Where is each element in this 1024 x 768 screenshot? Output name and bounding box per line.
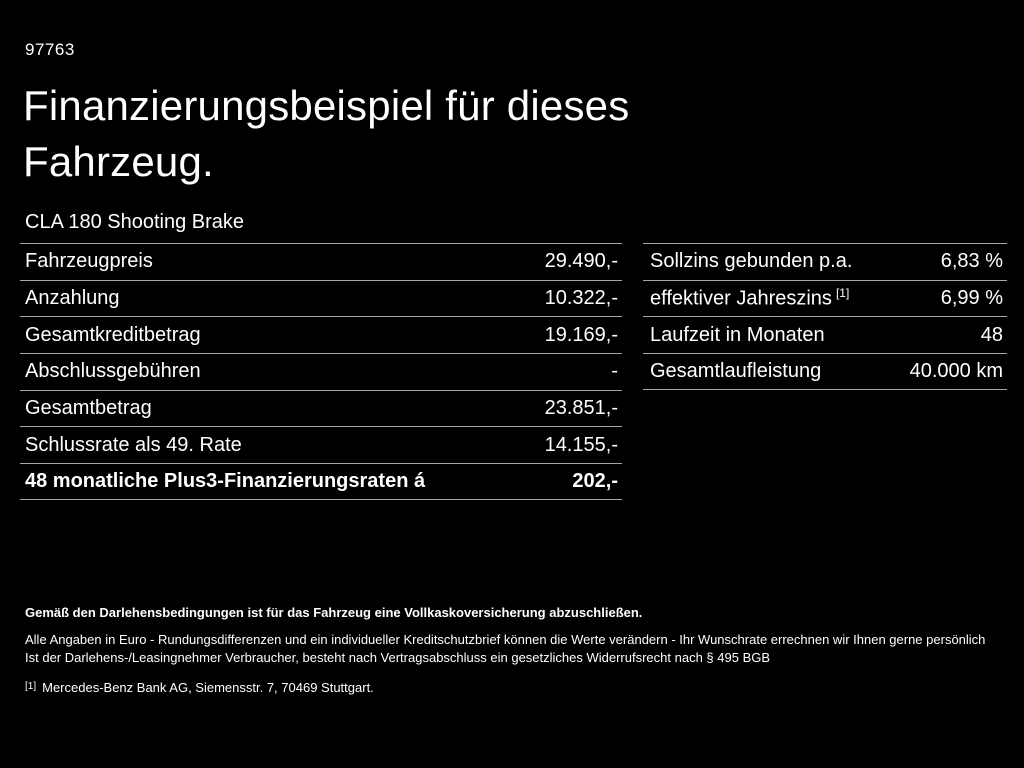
table-row: effektiver Jahreszins [1] 6,99 %: [643, 279, 1007, 317]
disclaimer-line-2: Ist der Darlehens-/Leasingnehmer Verbrau…: [25, 650, 771, 666]
document-number: 97763: [25, 40, 75, 59]
row-label: effektiver Jahreszins [1]: [650, 286, 850, 310]
row-value: 19.169,-: [544, 323, 618, 346]
row-value: 6,99 %: [940, 287, 1003, 310]
table-row: Anzahlung 10.322,-: [20, 279, 622, 317]
footnote-marker: [1]: [25, 680, 37, 692]
row-label: Sollzins gebunden p.a.: [650, 250, 853, 273]
footnotes-section: Gemäß den Darlehensbedingungen ist für d…: [25, 604, 1000, 697]
row-label: Schlussrate als 49. Rate: [25, 433, 242, 456]
row-value: 14.155,-: [544, 433, 618, 456]
page-title: Finanzierungsbeispiel für dieses Fahrzeu…: [23, 78, 629, 190]
row-label: Laufzeit in Monaten: [650, 323, 825, 346]
table-row: Gesamtlaufleistung 40.000 km: [643, 353, 1007, 390]
row-label: Abschlussgebühren: [25, 360, 201, 383]
financing-table: Fahrzeugpreis 29.490,- Anzahlung 10.322,…: [20, 243, 622, 500]
table-row: Gesamtbetrag 23.851,-: [20, 389, 622, 427]
row-value: -: [611, 360, 618, 383]
row-value: 40.000 km: [909, 359, 1003, 382]
row-value: 23.851,-: [544, 397, 618, 420]
table-row-monthly-rate: 48 monatliche Plus3-Finanzierungsraten á…: [20, 463, 622, 500]
table-row: Laufzeit in Monaten 48: [643, 316, 1007, 353]
vehicle-model: CLA 180 Shooting Brake: [25, 211, 245, 233]
row-value: 6,83 %: [940, 250, 1003, 273]
table-row: Gesamtkreditbetrag 19.169,-: [20, 316, 622, 353]
row-label: Gesamtbetrag: [25, 397, 152, 420]
row-value: 29.490,-: [544, 250, 618, 273]
disclaimer-line-1: Alle Angaben in Euro - Rundungsdifferenz…: [25, 632, 986, 648]
insurance-note: Gemäß den Darlehensbedingungen ist für d…: [25, 605, 643, 620]
table-row: Fahrzeugpreis 29.490,-: [20, 243, 622, 280]
row-value: 202,-: [572, 469, 618, 492]
page-title-line2: Fahrzeug.: [23, 137, 214, 185]
table-row: Schlussrate als 49. Rate 14.155,-: [20, 426, 622, 463]
table-row: Abschlussgebühren -: [20, 353, 622, 390]
row-label: 48 monatliche Plus3-Finanzierungsraten á: [25, 469, 426, 492]
row-label: Gesamtlaufleistung: [650, 359, 822, 382]
bank-reference-text: Mercedes-Benz Bank AG, Siemensstr. 7, 70…: [42, 679, 374, 695]
table-row: Sollzins gebunden p.a. 6,83 %: [643, 243, 1007, 280]
row-label: Fahrzeugpreis: [25, 250, 153, 273]
conditions-table: Sollzins gebunden p.a. 6,83 % effektiver…: [643, 243, 1007, 390]
row-value: 48: [980, 323, 1003, 346]
row-label: Gesamtkreditbetrag: [25, 323, 201, 346]
bank-reference: [1] Mercedes-Benz Bank AG, Siemensstr. 7,…: [25, 679, 1000, 697]
page-title-line1: Finanzierungsbeispiel für dieses: [23, 82, 630, 129]
footnote-marker: [1]: [835, 286, 850, 301]
row-label: Anzahlung: [25, 287, 120, 310]
row-value: 10.322,-: [544, 287, 618, 310]
